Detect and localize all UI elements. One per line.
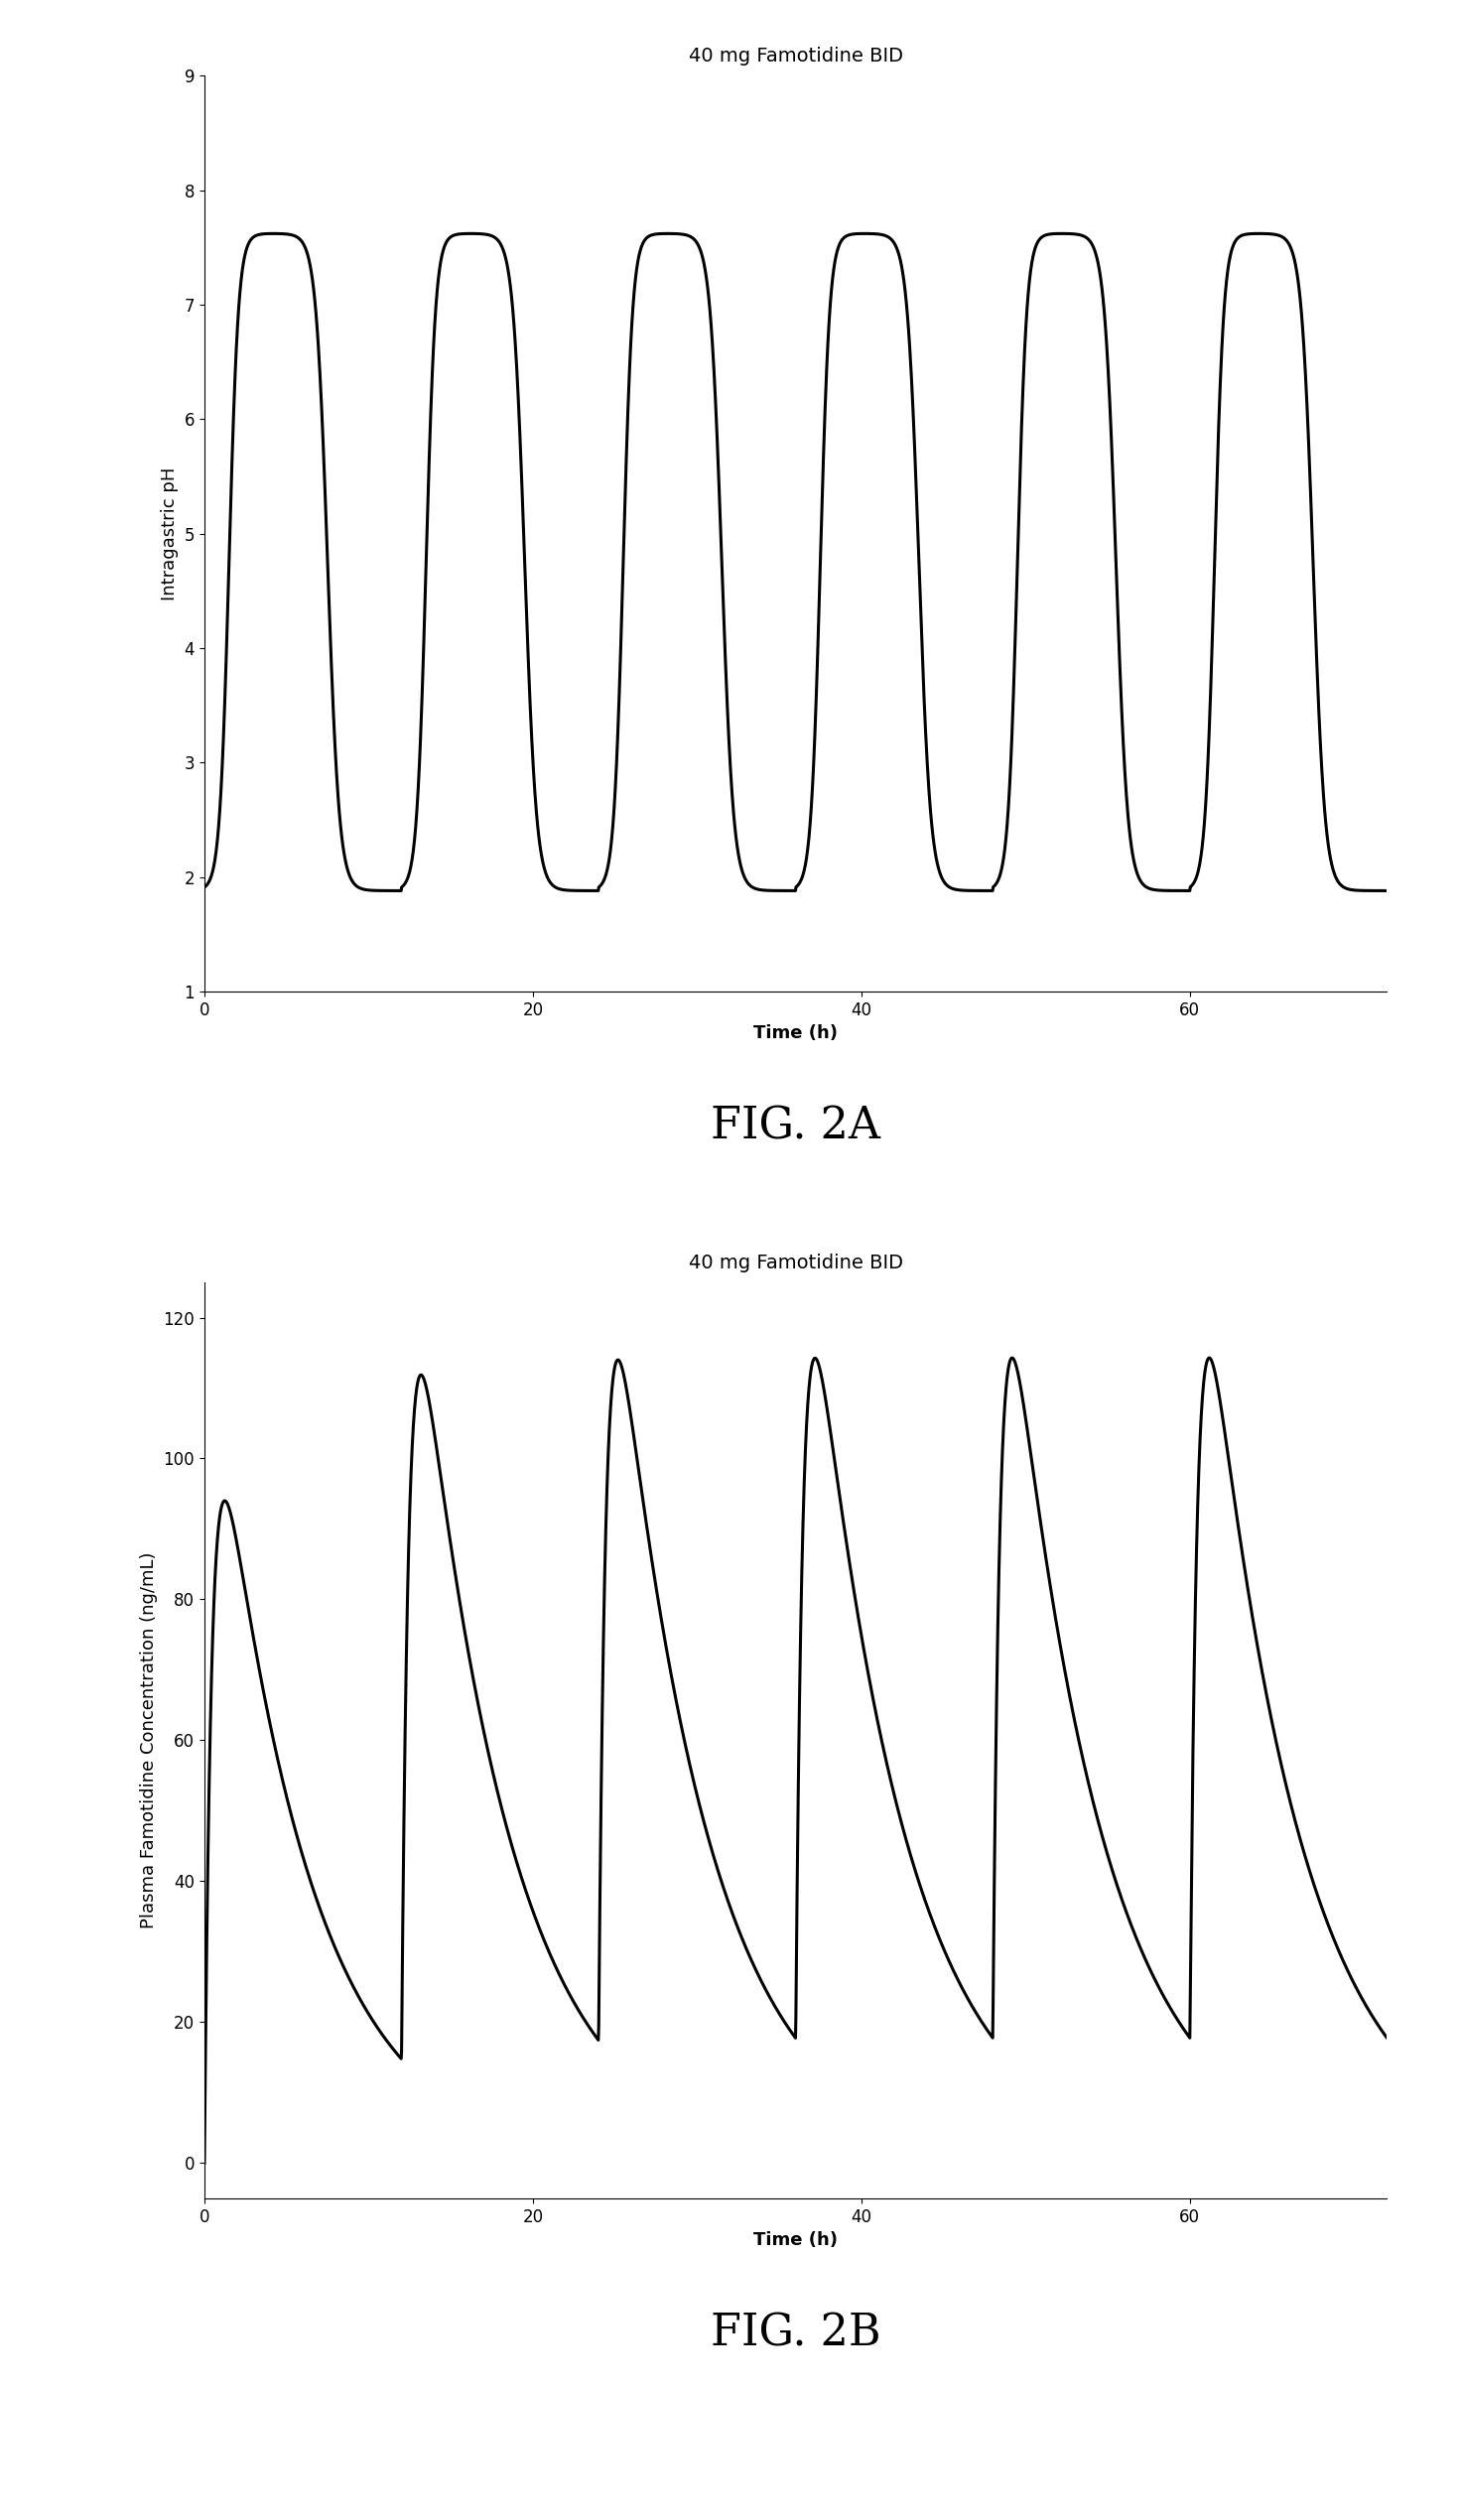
Y-axis label: Intragastric pH: Intragastric pH xyxy=(161,466,178,600)
X-axis label: Time (h): Time (h) xyxy=(753,2230,838,2250)
Text: FIG. 2A: FIG. 2A xyxy=(711,1106,880,1149)
Y-axis label: Plasma Famotidine Concentration (ng/mL): Plasma Famotidine Concentration (ng/mL) xyxy=(140,1552,158,1928)
Title: 40 mg Famotidine BID: 40 mg Famotidine BID xyxy=(689,1252,902,1273)
Title: 40 mg Famotidine BID: 40 mg Famotidine BID xyxy=(689,48,902,66)
Text: FIG. 2B: FIG. 2B xyxy=(711,2313,880,2356)
X-axis label: Time (h): Time (h) xyxy=(753,1026,838,1043)
